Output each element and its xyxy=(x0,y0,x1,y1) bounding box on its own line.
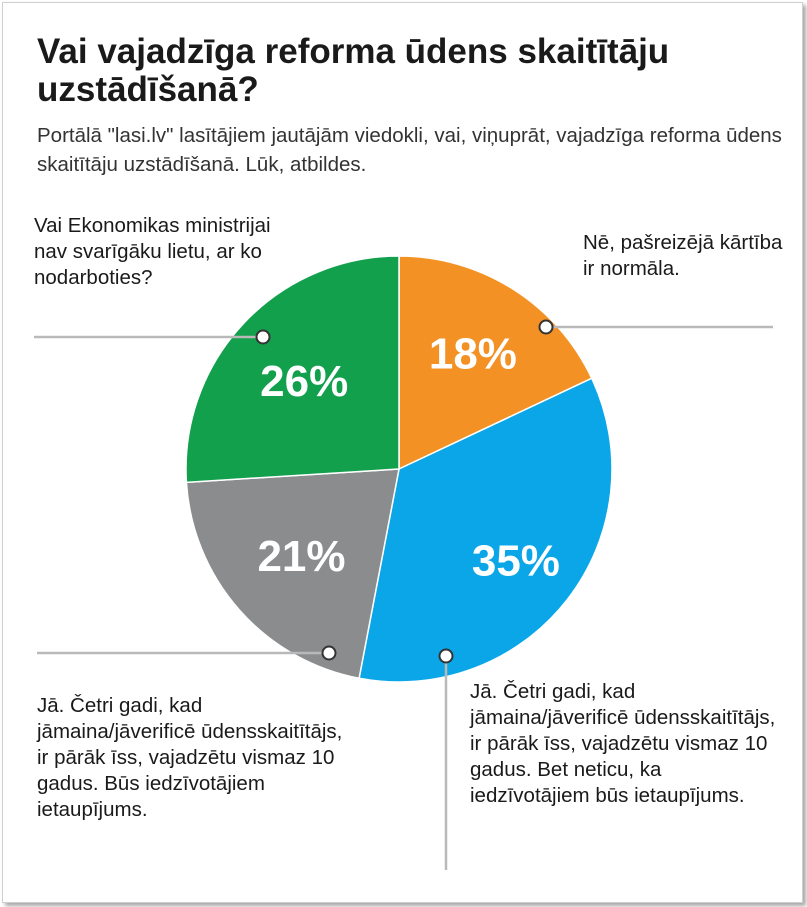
legend-label-yes-saving: Jā. Četri gadi, kad jāmaina/jāverificē ū… xyxy=(37,694,343,821)
leader-dot-yes-doubt xyxy=(438,648,454,664)
legend-label-no: Nē, pašreizējā kārtība ir normāla. xyxy=(583,231,783,280)
slice-value-label-yes-saving: 21% xyxy=(257,532,345,581)
pie-slice-no xyxy=(398,255,593,471)
chart-title: Vai vajadzīga reforma ūdens skaitītāju u… xyxy=(37,32,670,109)
legend-label-ministry: Vai Ekonomikas ministrijai nav svarīgāku… xyxy=(34,214,271,289)
pie-slice-ministry xyxy=(185,255,400,484)
legend-label-yes-doubt: Jā. Četri gadi, kad jāmaina/jāverificē ū… xyxy=(470,680,776,807)
leader-dot-ministry xyxy=(255,329,271,345)
slice-value-label-yes-doubt: 35% xyxy=(472,537,560,586)
slice-value-label-ministry: 26% xyxy=(260,357,348,406)
pie-slice-yes-doubt xyxy=(358,377,613,683)
slice-value-label-no: 18% xyxy=(429,330,517,379)
chart-subtitle: Portālā "lasi.lv" lasītājiem jautājām vi… xyxy=(37,124,782,176)
pie-slice-yes-saving xyxy=(185,468,400,680)
leader-dot-yes-saving xyxy=(321,645,337,661)
leader-dot-no xyxy=(538,319,554,335)
